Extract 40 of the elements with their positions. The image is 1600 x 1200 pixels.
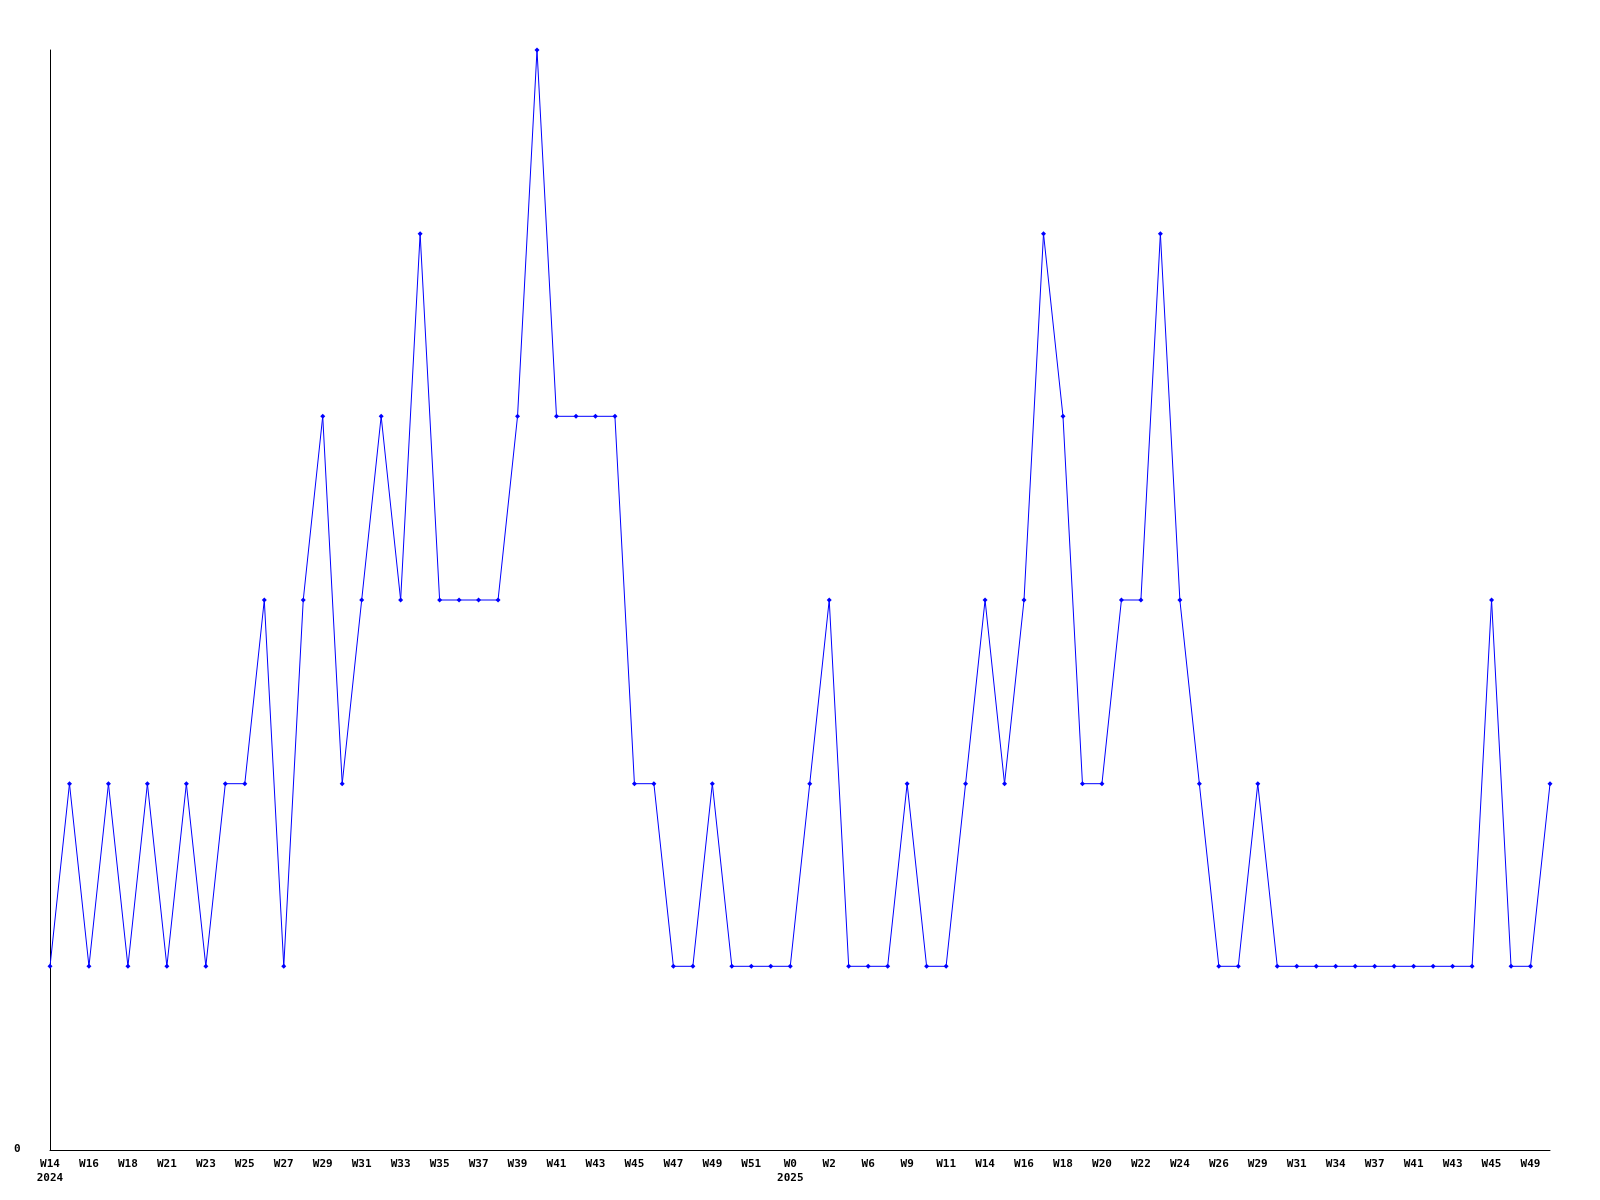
x-tick-label: W16 [79, 1156, 100, 1170]
x-tick-label: W31 [1286, 1156, 1308, 1170]
x-tick-label: W37 [1364, 1156, 1385, 1170]
x-tick-label: W41 [546, 1156, 567, 1170]
x-tick-label: W24 [1169, 1156, 1191, 1170]
x-tick-label: W41 [1403, 1156, 1424, 1170]
x-tick-label: W39 [507, 1156, 528, 1170]
x-tick-label: W18 [117, 1156, 138, 1170]
x-tick-label: W6 [861, 1156, 876, 1170]
x-tick-label: W2 [822, 1156, 836, 1170]
x-tick-label: W31 [351, 1156, 372, 1170]
x-tick-label: W35 [429, 1156, 450, 1170]
x-tick-label: W18 [1053, 1156, 1073, 1170]
x-tick-label: W49 [702, 1156, 723, 1170]
x-tick-label: W29 [312, 1156, 333, 1170]
x-tick-label: W14 2024 [36, 1156, 64, 1184]
text: 0 [14, 1142, 21, 1155]
x-tick-label: W43 [1442, 1156, 1463, 1170]
x-tick-label: W26 [1208, 1156, 1230, 1170]
x-tick-label: W45 [1481, 1156, 1502, 1170]
x-tick-label: W11 [936, 1156, 957, 1170]
x-tick-label: W49 [1520, 1156, 1541, 1170]
x-tick-label: W47 [663, 1156, 684, 1170]
x-tick-label: W45 [624, 1156, 645, 1170]
x-tick-label: W27 [273, 1156, 294, 1170]
x-tick-label: W20 [1092, 1156, 1112, 1170]
x-tick-label: W29 [1247, 1156, 1268, 1170]
x-tick-label: W43 [585, 1156, 606, 1170]
x-tick-label: W0 2025 [777, 1156, 804, 1184]
x-tick-label: W23 [195, 1156, 216, 1170]
x-tick-label: W16 [1014, 1156, 1035, 1170]
x-tick-label: W21 [156, 1156, 178, 1170]
x-tick-label: W22 [1130, 1156, 1151, 1170]
x-tick-label: W34 [1325, 1156, 1347, 1170]
x-tick-label: W9 [900, 1156, 914, 1170]
x-tick-label: W37 [468, 1156, 489, 1170]
x-tick-label: W33 [390, 1156, 411, 1170]
x-tick-label: W51 [741, 1156, 762, 1170]
x-tick-label: W25 [234, 1156, 255, 1170]
x-tick-label: W14 [975, 1156, 996, 1170]
